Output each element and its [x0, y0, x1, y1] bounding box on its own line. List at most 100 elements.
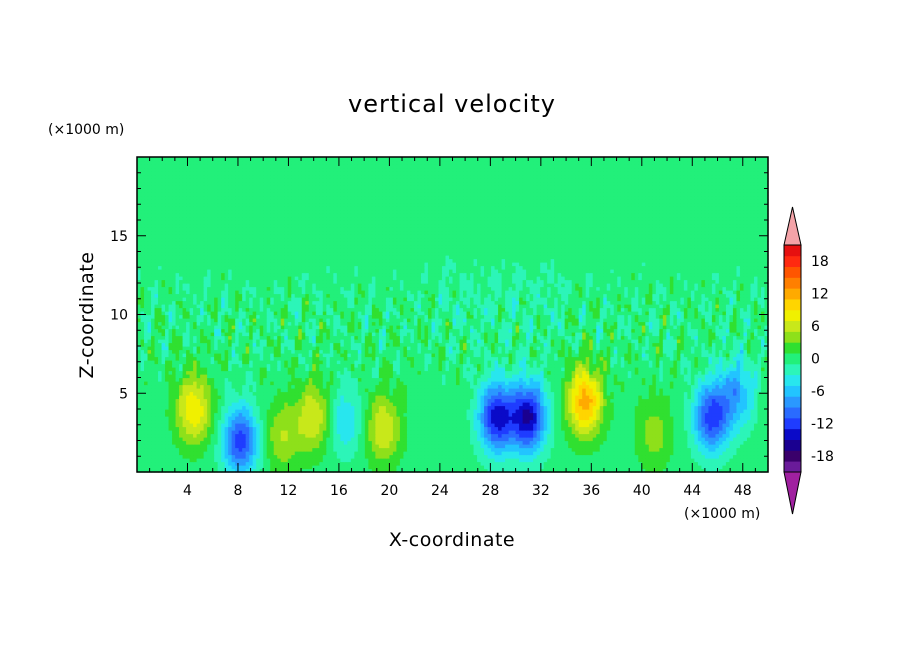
contour-cell: [736, 416, 741, 421]
contour-cell: [466, 454, 471, 459]
contour-cell: [582, 423, 587, 428]
contour-cell: [645, 419, 650, 424]
contour-cell: [399, 458, 405, 463]
contour-cell: [529, 440, 534, 445]
contour-cell: [554, 395, 559, 400]
contour-cell: [564, 398, 569, 403]
contour-cell: [210, 444, 215, 449]
contour-cell: [578, 388, 583, 393]
contour-cell: [448, 465, 454, 470]
contour-cell: [221, 447, 226, 452]
contour-cell: [312, 426, 317, 431]
contour-cell: [392, 451, 398, 456]
contour-cell: [694, 398, 699, 403]
contour-cell: [666, 440, 671, 445]
contour-cell: [746, 461, 752, 466]
contour-cell: [648, 391, 653, 396]
contour-cell: [203, 430, 208, 435]
contour-cell: [424, 416, 429, 421]
contour-cell: [470, 395, 475, 400]
contour-cell: [725, 405, 731, 410]
contour-cell: [498, 405, 503, 410]
contour-cell: [585, 447, 590, 452]
contour-cell: [764, 412, 769, 417]
contour-cell: [249, 391, 254, 396]
contour-cell: [224, 458, 229, 463]
contour-cell: [392, 454, 398, 459]
contour-cell: [350, 451, 355, 456]
contour-cell: [252, 468, 257, 473]
contour-cell: [361, 381, 366, 386]
contour-cell: [294, 391, 299, 396]
contour-cell: [617, 398, 622, 403]
contour-cell: [294, 395, 299, 400]
contour-cell: [540, 461, 545, 466]
contour-cell: [543, 437, 548, 442]
contour-cell: [165, 419, 170, 424]
contour-cell: [732, 416, 738, 421]
contour-cell: [438, 451, 443, 456]
contour-cell: [305, 426, 310, 431]
contour-cell: [343, 458, 348, 463]
contour-cell: [638, 423, 643, 428]
contour-cell: [214, 468, 219, 473]
contour-cell: [753, 391, 759, 396]
contour-cell: [357, 444, 362, 449]
contour-cell: [526, 437, 531, 442]
contour-cell: [263, 426, 268, 431]
contour-cell: [697, 384, 702, 389]
contour-cell: [249, 454, 254, 459]
contour-cell: [561, 412, 566, 417]
contour-cell: [491, 384, 496, 389]
contour-cell: [645, 377, 650, 382]
contour-cell: [322, 395, 327, 400]
contour-cell: [382, 458, 387, 463]
contour-cell: [596, 426, 601, 431]
contour-cell: [547, 391, 552, 396]
contour-cell: [413, 402, 419, 407]
contour-cell: [459, 384, 464, 389]
contour-cell: [441, 381, 447, 386]
contour-cell: [217, 416, 222, 421]
contour-cell: [470, 447, 475, 452]
contour-cell: [151, 405, 156, 410]
contour-cell: [270, 419, 275, 424]
contour-cell: [417, 416, 422, 421]
contour-cell: [396, 377, 401, 382]
contour-cell: [256, 374, 261, 379]
contour-cell: [736, 433, 741, 438]
contour-cell: [144, 447, 149, 452]
contour-cell: [613, 426, 618, 431]
contour-cell: [207, 447, 212, 452]
contour-cell: [371, 423, 376, 428]
contour-cell: [690, 388, 695, 393]
contour-cell: [406, 412, 412, 417]
contour-cell: [228, 461, 233, 466]
contour-cell: [441, 440, 447, 445]
contour-cell: [424, 402, 429, 407]
contour-cell: [357, 451, 362, 456]
contour-cell: [235, 447, 240, 452]
contour-cell: [172, 388, 177, 393]
contour-cell: [319, 468, 324, 473]
contour-cell: [718, 388, 724, 393]
contour-cell: [624, 440, 629, 445]
contour-cell: [158, 419, 163, 424]
contour-cell: [312, 440, 317, 445]
contour-cell: [238, 395, 243, 400]
contour-cell: [406, 440, 412, 445]
contour-cell: [431, 398, 436, 403]
contour-cell: [743, 409, 748, 414]
contour-cell: [491, 461, 496, 466]
contour-cell: [669, 384, 674, 389]
contour-cell: [757, 409, 762, 414]
contour-cell: [620, 419, 625, 424]
contour-cell: [708, 447, 713, 452]
contour-cell: [175, 447, 180, 452]
contour-cell: [673, 395, 678, 400]
contour-cell: [725, 433, 731, 438]
contour-cell: [392, 433, 398, 438]
contour-cell: [624, 444, 629, 449]
contour-cell: [179, 458, 184, 463]
contour-cell: [550, 395, 555, 400]
